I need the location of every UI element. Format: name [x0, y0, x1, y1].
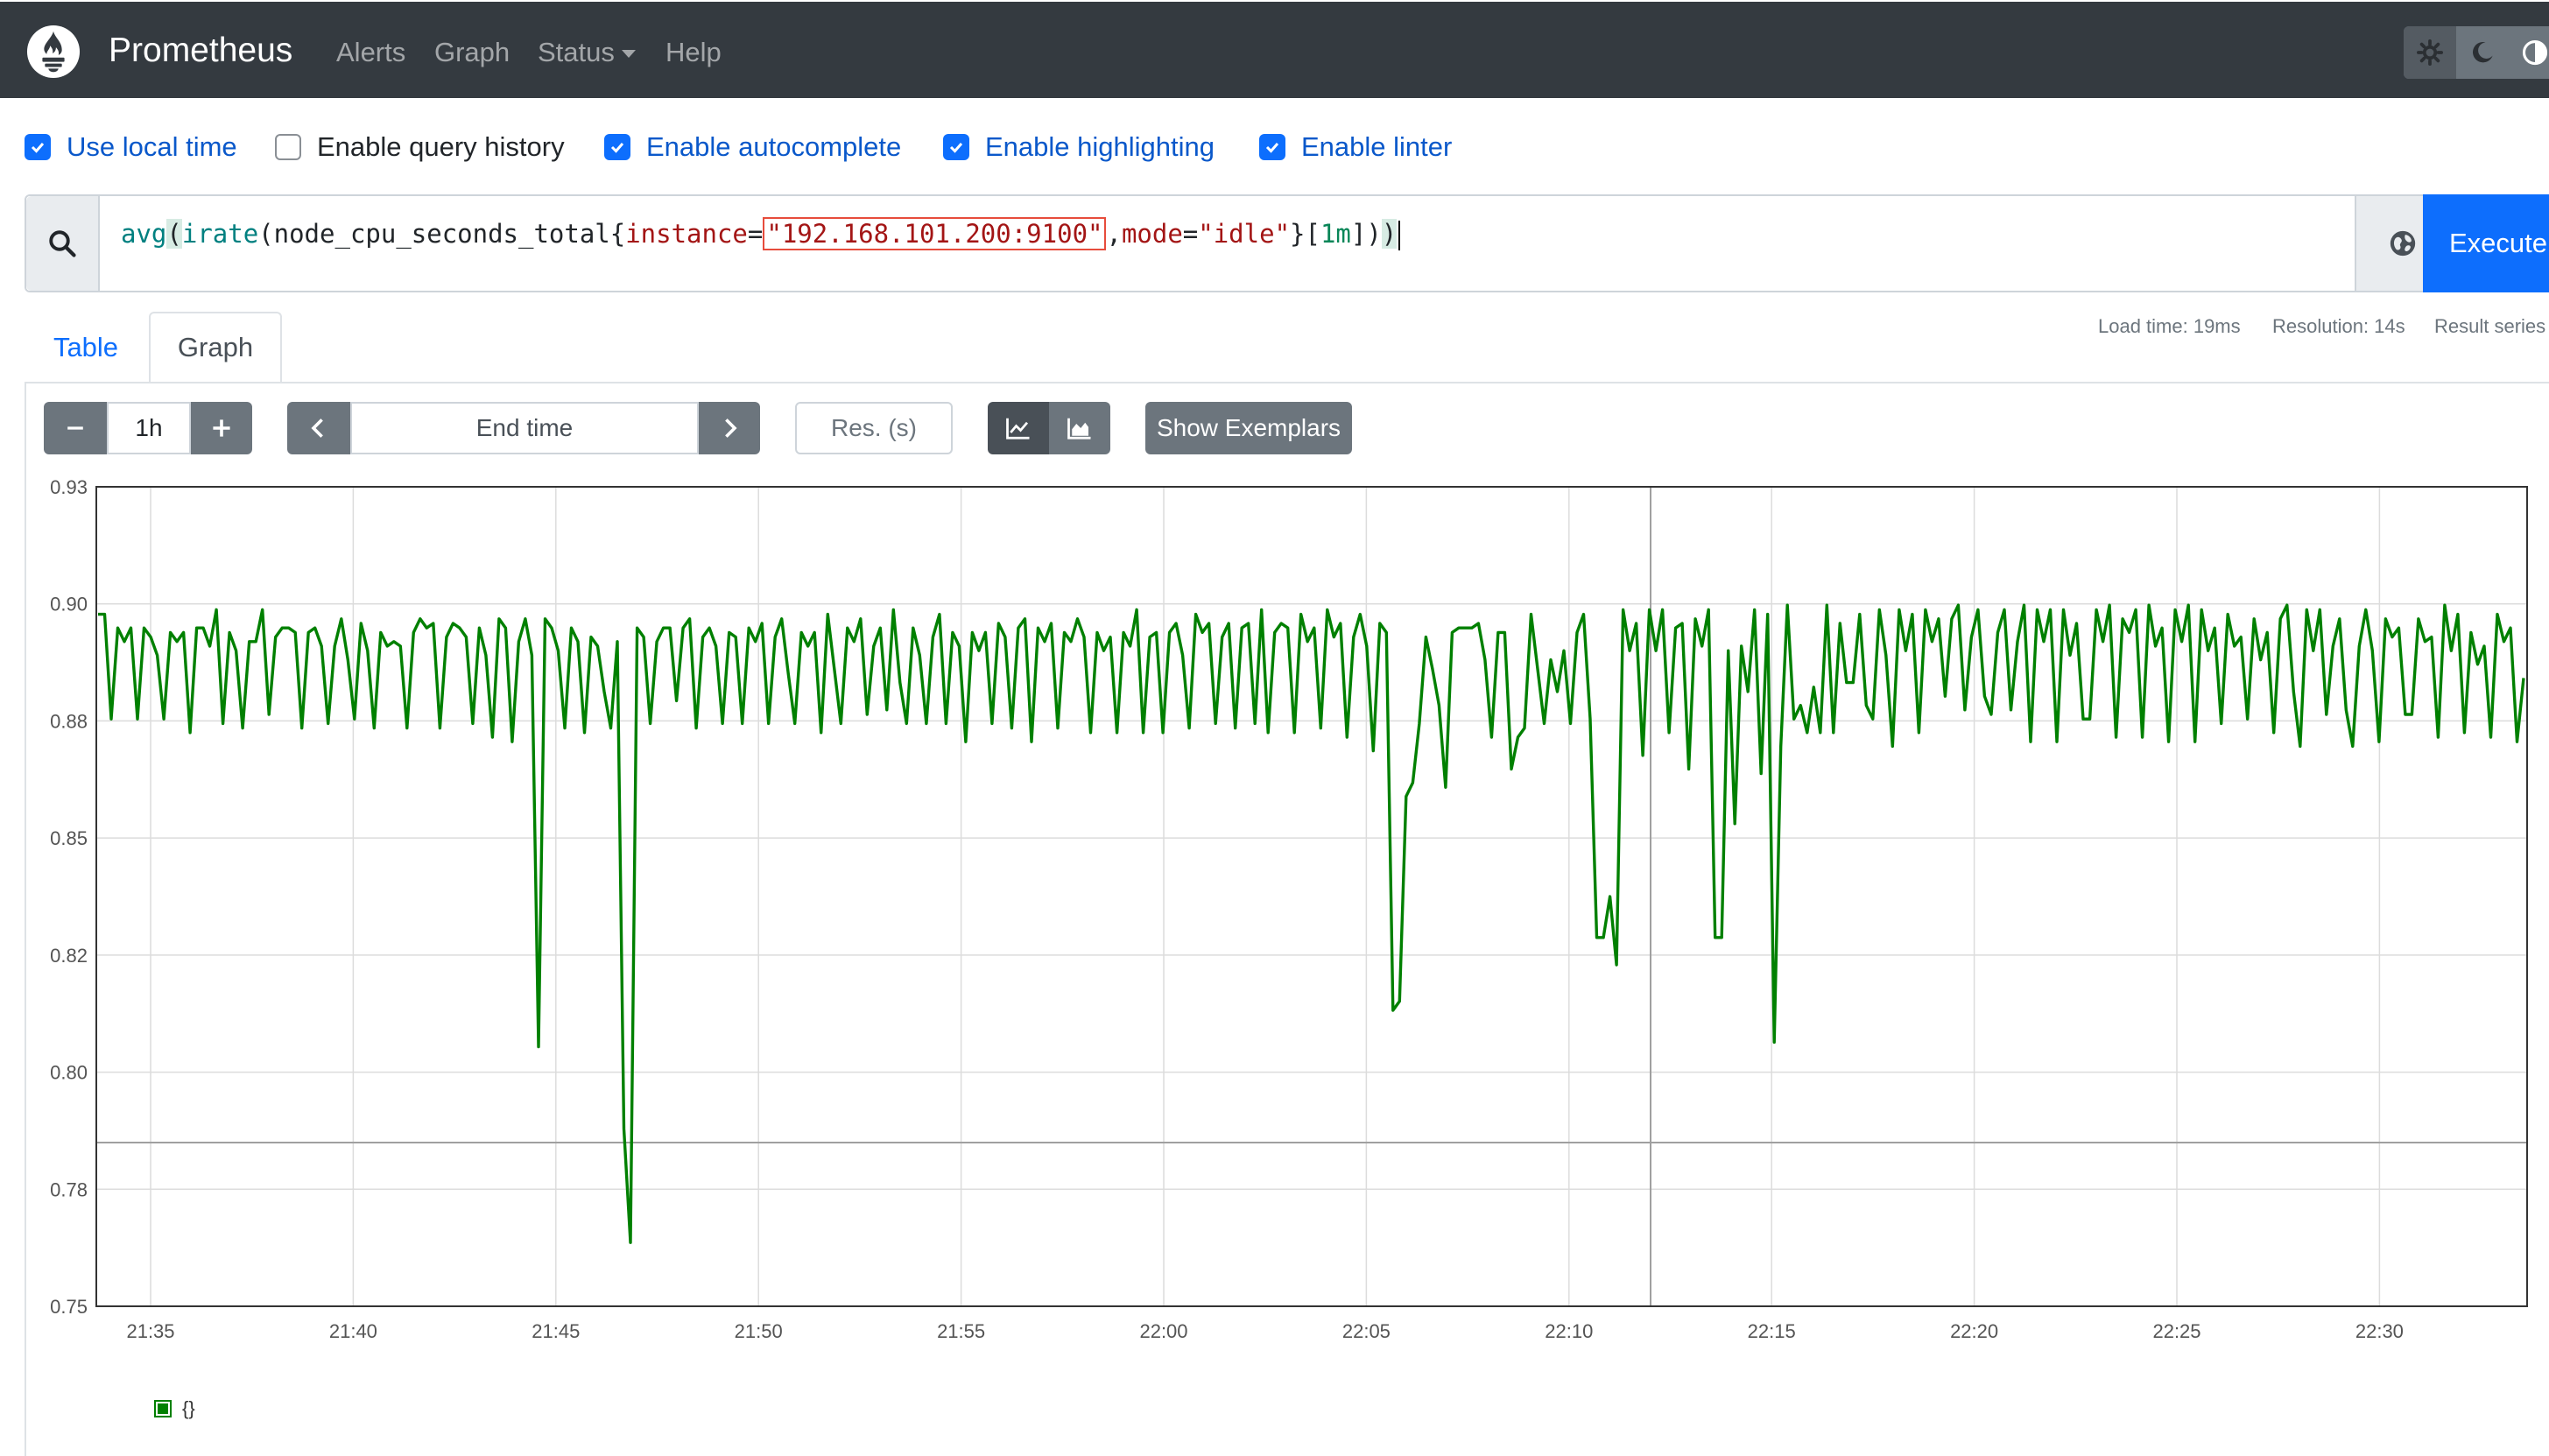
x-tick-label: 22:30: [2355, 1320, 2404, 1342]
x-tick-label: 21:45: [532, 1320, 580, 1342]
query-metric: node_cpu_seconds_total: [273, 219, 610, 249]
y-tick-label: 0.90: [50, 594, 88, 615]
nav-help[interactable]: Help: [665, 37, 722, 67]
checkbox-checked-icon[interactable]: [943, 134, 969, 160]
plot-border: [95, 486, 2528, 1307]
option-use-local-time[interactable]: Use local time: [25, 130, 237, 165]
stacked-chart-button[interactable]: [1049, 402, 1110, 454]
caret-down-icon: [621, 50, 636, 59]
chart-grid: [96, 487, 2527, 1306]
query-label-value: "idle": [1198, 219, 1291, 249]
tab-table[interactable]: Table: [53, 332, 119, 362]
tab-divider: [25, 382, 2549, 383]
minus-icon: [67, 426, 83, 430]
plus-icon: [213, 419, 230, 437]
y-tick-label: 0.85: [50, 827, 88, 849]
theme-auto-button[interactable]: [2509, 26, 2549, 79]
query-label-value-highlighted: "192.168.101.200:9100": [763, 217, 1107, 250]
end-time-input[interactable]: End time: [350, 402, 699, 454]
option-enable-linter[interactable]: Enable linter: [1259, 130, 1452, 165]
series-line[interactable]: [98, 603, 2525, 1244]
x-tick-label: 22:25: [2152, 1320, 2200, 1342]
query-label-name: instance: [625, 219, 748, 249]
search-icon: [49, 230, 76, 257]
gear-icon: [2417, 39, 2443, 66]
resolution-stat: Resolution: 14s: [2272, 315, 2405, 337]
checkbox-checked-icon[interactable]: [1259, 134, 1285, 160]
x-tick-label: 22:00: [1139, 1320, 1187, 1342]
next-time-button[interactable]: [699, 402, 760, 454]
chart-legend[interactable]: {}: [154, 1397, 195, 1420]
query-label-name: mode: [1121, 219, 1183, 249]
prometheus-logo-icon[interactable]: [26, 25, 81, 79]
result-series-stat: Result series: [2434, 315, 2546, 337]
y-tick-label: 0.88: [50, 710, 88, 732]
checkbox-unchecked-icon[interactable]: [275, 134, 301, 160]
nav-graph[interactable]: Graph: [434, 37, 511, 67]
chevron-right-icon: [725, 419, 737, 438]
x-tick-label: 21:50: [735, 1320, 783, 1342]
query-bracket: ): [1381, 219, 1398, 249]
x-axis-ticks: 21:35 21:40 21:45 21:50 21:55 22:00 22:05 22:10…: [126, 1320, 2403, 1342]
y-tick-label: 0.75: [50, 1296, 88, 1318]
option-enable-highlighting[interactable]: Enable highlighting: [943, 130, 1215, 165]
contrast-icon: [2522, 39, 2548, 66]
y-tick-label: 0.78: [50, 1178, 88, 1200]
option-label: Enable linter: [1301, 131, 1453, 162]
y-tick-label: 0.82: [50, 945, 88, 967]
checkbox-checked-icon[interactable]: [25, 134, 51, 160]
previous-time-button[interactable]: [287, 402, 350, 454]
x-tick-label: 22:20: [1950, 1320, 1998, 1342]
checkbox-checked-icon[interactable]: [604, 134, 630, 160]
query-range: 1m: [1320, 219, 1351, 249]
option-label: Use local time: [67, 131, 237, 162]
show-exemplars-button[interactable]: Show Exemplars: [1145, 402, 1352, 454]
y-axis-ticks: 0.93 0.90 0.88 0.85 0.82 0.80 0.78 0.75: [50, 476, 88, 1318]
option-label: Enable highlighting: [985, 131, 1215, 162]
legend-label: {}: [182, 1397, 195, 1419]
brand-title[interactable]: Prometheus: [109, 32, 293, 69]
graph-panel: [25, 382, 2549, 1456]
increase-range-button[interactable]: [191, 402, 252, 454]
resolution-input[interactable]: Res. (s): [795, 402, 953, 454]
query-bracket: (: [166, 219, 182, 249]
x-tick-label: 21:55: [937, 1320, 985, 1342]
area-chart-icon: [1067, 418, 1091, 440]
line-chart-icon: [1006, 418, 1030, 440]
nav-status[interactable]: Status: [538, 35, 636, 70]
query-function: irate: [181, 219, 259, 249]
option-enable-autocomplete[interactable]: Enable autocomplete: [604, 130, 901, 165]
unstacked-chart-button[interactable]: [988, 402, 1049, 454]
moon-icon: [2472, 41, 2493, 63]
y-tick-label: 0.93: [50, 476, 88, 498]
navbar: Prometheus Alerts Graph Status Help: [0, 0, 2549, 98]
chevron-left-icon: [311, 419, 323, 438]
text-cursor: [1398, 221, 1401, 250]
theme-switcher: [2404, 26, 2549, 79]
theme-dark-button[interactable]: [2456, 26, 2509, 79]
x-tick-label: 22:05: [1342, 1320, 1391, 1342]
range-input[interactable]: 1h: [107, 402, 191, 454]
option-label: Enable autocomplete: [646, 131, 902, 162]
execute-button[interactable]: Execute: [2423, 194, 2549, 292]
query-expression-input[interactable]: avg(irate(node_cpu_seconds_total{instanc…: [121, 212, 1401, 256]
option-enable-query-history[interactable]: Enable query history: [275, 130, 565, 165]
nav-alerts[interactable]: Alerts: [336, 37, 406, 67]
x-tick-label: 21:40: [329, 1320, 377, 1342]
query-function: avg: [121, 219, 167, 249]
search-icon-box: [26, 196, 100, 291]
y-tick-label: 0.80: [50, 1062, 88, 1084]
x-tick-label: 21:35: [126, 1320, 174, 1342]
theme-light-button[interactable]: [2404, 26, 2456, 79]
load-time-stat: Load time: 19ms: [2098, 315, 2241, 337]
globe-icon: [2390, 230, 2416, 257]
option-label: Enable query history: [317, 131, 565, 162]
decrease-range-button[interactable]: [44, 402, 107, 454]
x-tick-label: 22:10: [1545, 1320, 1593, 1342]
legend-swatch: [154, 1400, 172, 1417]
x-tick-label: 22:15: [1748, 1320, 1796, 1342]
nav-status-label: Status: [538, 37, 615, 67]
query-input-group: avg(irate(node_cpu_seconds_total{instanc…: [25, 194, 2549, 292]
